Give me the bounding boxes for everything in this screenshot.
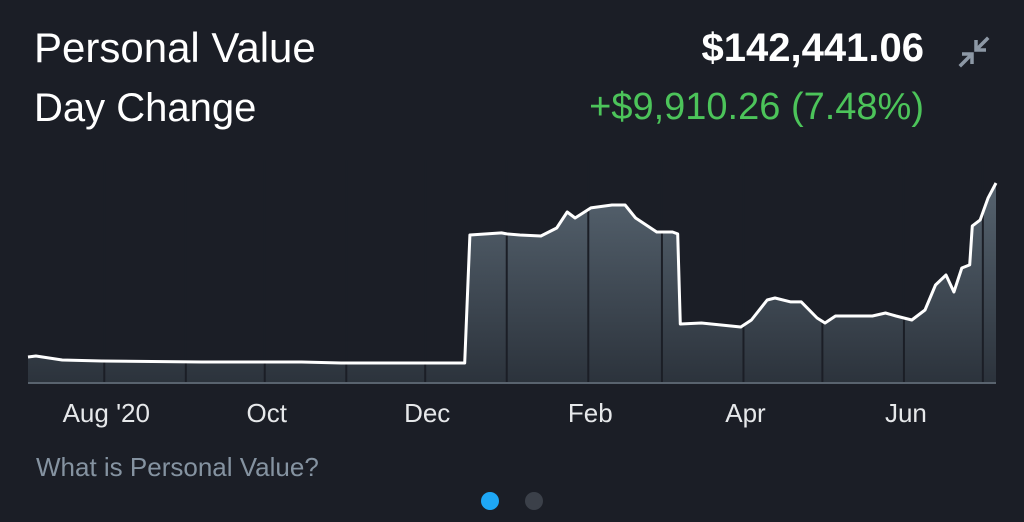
x-tick-label: Aug '20 bbox=[62, 398, 150, 428]
x-tick-label: Apr bbox=[725, 398, 766, 428]
collapse-arrows-icon[interactable] bbox=[956, 34, 992, 70]
day-change-label: Day Change bbox=[34, 86, 257, 130]
chart-series-line bbox=[27, 182, 998, 365]
pager-dot-2[interactable] bbox=[525, 492, 543, 510]
x-tick-label: Dec bbox=[404, 398, 451, 428]
x-tick-label: Jun bbox=[884, 398, 927, 428]
chart-area-fill bbox=[28, 183, 996, 382]
pager-dot-1[interactable] bbox=[481, 492, 499, 510]
x-tick-label: Feb bbox=[567, 398, 613, 428]
page-title: Personal Value bbox=[34, 24, 316, 71]
personal-value-amount: $142,441.06 bbox=[701, 26, 924, 70]
day-change-amount: +$9,910.26 (7.48%) bbox=[589, 86, 924, 128]
x-tick-label: Oct bbox=[246, 398, 287, 428]
what-is-personal-value-link[interactable]: What is Personal Value? bbox=[36, 452, 319, 482]
